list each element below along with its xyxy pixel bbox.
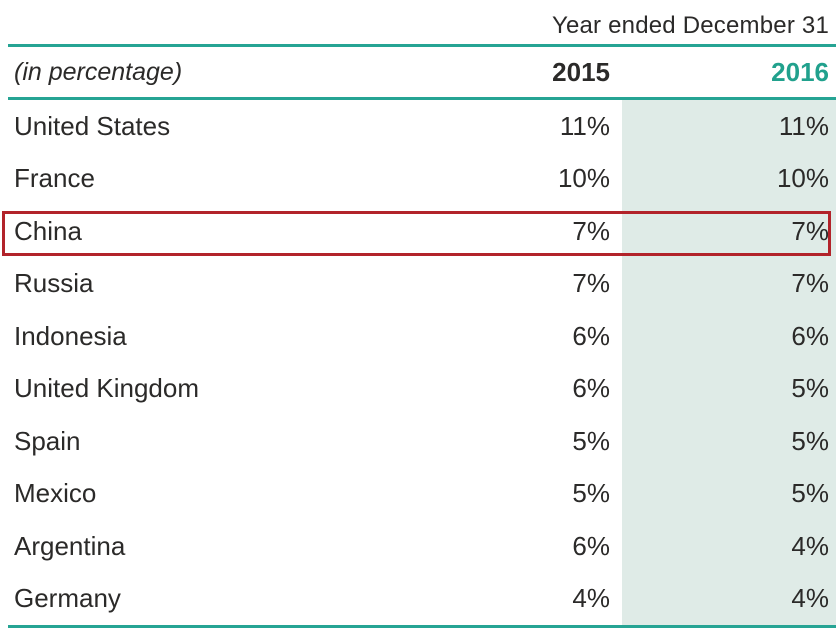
value-2016-cell: 11% <box>622 100 836 153</box>
top-rule <box>8 44 836 47</box>
table-row: United States 11% 11% <box>0 100 836 153</box>
value-2016-cell: 6% <box>622 310 836 363</box>
country-cell: Argentina <box>14 530 126 561</box>
table-title: Year ended December 31 <box>551 12 829 39</box>
value-2016-cell: 5% <box>622 415 836 468</box>
value-2015-cell: 5% <box>572 425 610 456</box>
value-2016-cell: 4% <box>622 572 836 625</box>
header-rule <box>8 97 836 100</box>
country-cell: Russia <box>14 268 94 299</box>
value-2015-cell: 7% <box>572 268 610 299</box>
value-2015-cell: 4% <box>572 583 610 614</box>
table-row: Spain 5% 5% <box>0 415 836 468</box>
country-cell: United States <box>14 110 171 141</box>
value-2016-cell: 5% <box>622 362 836 415</box>
table-row: France 10% 10% <box>0 152 836 205</box>
country-cell: China <box>14 215 82 246</box>
column-header-2016: 2016 <box>771 56 829 87</box>
unit-label: (in percentage) <box>14 57 183 86</box>
table-row: Argentina 6% 4% <box>0 520 836 573</box>
table-row: China 7% 7% <box>0 205 836 258</box>
column-header-2015: 2015 <box>552 56 610 87</box>
table-row: United Kingdom 6% 5% <box>0 362 836 415</box>
value-2016-cell: 10% <box>622 152 836 205</box>
value-2016-cell: 4% <box>622 520 836 573</box>
country-cell: Germany <box>14 583 121 614</box>
country-cell: Mexico <box>14 478 97 509</box>
value-2015-cell: 6% <box>572 530 610 561</box>
value-2015-cell: 7% <box>572 215 610 246</box>
value-2016-cell: 7% <box>622 205 836 258</box>
table-row: Mexico 5% 5% <box>0 467 836 520</box>
table-row: Russia 7% 7% <box>0 257 836 310</box>
country-cell: Indonesia <box>14 320 127 351</box>
value-2016-cell: 5% <box>622 467 836 520</box>
column-header-row: (in percentage) 2015 2016 <box>0 47 836 97</box>
table-row: Germany 4% 4% <box>0 572 836 625</box>
value-2016-cell: 7% <box>622 257 836 310</box>
value-2015-cell: 11% <box>559 110 610 141</box>
value-2015-cell: 10% <box>557 163 610 194</box>
country-cell: France <box>14 163 95 194</box>
table-row: Indonesia 6% 6% <box>0 310 836 363</box>
value-2015-cell: 6% <box>572 320 610 351</box>
value-2015-cell: 6% <box>572 373 610 404</box>
value-2015-cell: 5% <box>572 478 610 509</box>
bottom-rule <box>8 625 836 628</box>
table-body: United States 11% 11% France 10% 10% Chi… <box>0 100 836 625</box>
country-cell: Spain <box>14 425 81 456</box>
country-cell: United Kingdom <box>14 373 199 404</box>
